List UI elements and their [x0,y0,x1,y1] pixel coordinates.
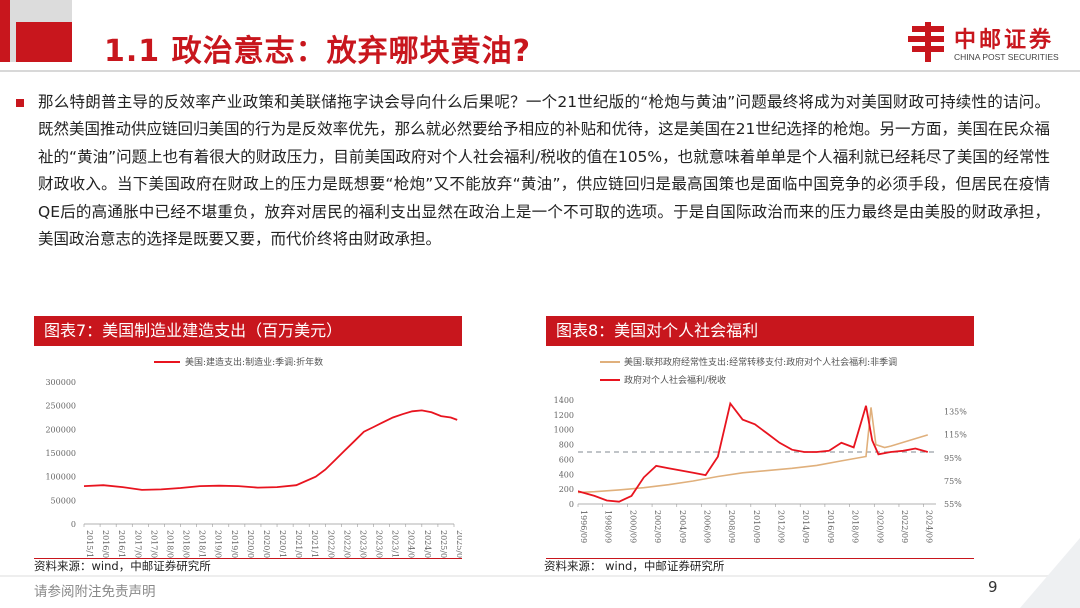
page-title: 1.1 政治意志：放弃哪块黄油? [104,34,531,69]
brand-name: 中邮证券 [954,28,1055,53]
chart-8-xtick-label: 2010/09 [752,510,761,543]
chart-8-legend-label-1: 美国:联邦政府经常性支出:经常转移支付:政府对个人社会福利:非季调 [624,356,897,368]
corner-decoration [1020,538,1080,608]
chart-7-xtick-label: 2019/09 [230,530,239,558]
chart-7-title: 图表7：美国制造业建造支出（百万美元） [34,316,462,346]
chart-panel-7: 图表7：美国制造业建造支出（百万美元） 美国:建造支出:制造业:季调:折年数 0 5… [34,316,462,559]
bullet-square-icon [16,99,24,107]
chart-7-ytick-label: 0 [71,520,76,529]
chart-8-xtick-label: 2024/09 [925,510,934,543]
chart-8-left-ytick-label: 1200 [554,411,574,420]
chart-8-xtick-label: 2016/09 [826,510,835,543]
chart-8-xtick-label: 2008/09 [727,510,736,543]
chart-panel-8: 图表8：美国对个人社会福利 美国:联邦政府经常性支出:经常转移支付:政府对个人社… [546,316,974,559]
chart-8-left-ytick-label: 800 [559,441,574,450]
chart-7-xtick-label: 2022/03 [326,530,335,558]
chart-7-series-line [83,409,458,491]
chart-7-ytick-label: 200000 [45,425,76,434]
chart-8-left-ytick-label: 200 [559,485,574,494]
page-number: 9 [988,578,998,596]
chart-8-xtick-label: 2012/09 [777,510,786,543]
chart-8-xtick-label: 1998/09 [604,510,613,543]
chart-7-ytick-label: 300000 [45,378,76,387]
chart-7-xtick-label: 2022/08 [342,530,351,558]
chart-7-source: 资料来源：wind，中邮证券研究所 [34,559,211,573]
chart-7-xtick-label: 2020/07 [262,530,271,558]
chart-7-xtick-label: 2025/07 [455,530,462,558]
chart-8-xtick-label: 2020/09 [875,510,884,543]
chart-8-right-ytick-label: 135% [944,408,967,417]
chart-7-xtick-label: 2017/03 [133,530,142,558]
chart-7-xtick-label: 2021/05 [294,530,303,558]
chart-7-xtick-label: 2019/04 [214,530,223,558]
chart-8-series-2-line [578,401,929,503]
chart-7-xtick-label: 2025/02 [439,530,448,558]
chart-7-xtick-label: 2018/06 [182,530,191,558]
chart-7-xtick-label: 2016/05 [101,530,110,558]
chart-7-xtick-label: 2021/10 [310,530,319,558]
chart-8-right-ytick-label: 95% [944,454,962,463]
chart-8-left-ytick-label: 400 [559,470,574,479]
header-accent-square [16,22,72,62]
disclaimer-text: 请参阅附注免责声明 [34,584,156,600]
chart-7-body [34,346,462,559]
chart-8-xtick-label: 2002/09 [653,510,662,543]
chart-7-ytick-label: 250000 [45,402,76,411]
chart-7-xtick-label: 2017/08 [149,530,158,558]
chart-7-ytick-label: 100000 [45,473,76,482]
brand-subtitle: CHINA POST SECURITIES [954,52,1059,62]
chart-7-legend-label: 美国:建造支出:制造业:季调:折年数 [185,356,323,368]
chart-7-xtick-label: 2018/11 [198,530,207,558]
chart-7-ytick-label: 150000 [45,449,76,458]
chart-8-xtick-label: 2022/09 [900,510,909,543]
chart-8-xtick-label: 2018/09 [851,510,860,543]
chart-8-xtick-label: 2000/09 [628,510,637,543]
chart-8-xtick-label: 2006/09 [702,510,711,543]
chart-8-right-ytick-label: 55% [944,500,962,509]
chart-8-xtick-label: 1996/09 [579,510,588,543]
chart-7-xtick-label: 2024/09 [423,530,432,558]
chart-7-xtick-label: 2015/12 [85,530,94,558]
chart-8-left-ytick-label: 600 [559,455,574,464]
chart-7-xtick-label: 2023/01 [358,530,367,558]
chart-7-xtick-label: 2024/04 [407,530,416,558]
chart-7-plot: 美国:建造支出:制造业:季调:折年数 0 50000 100000 150000 2000… [45,356,462,558]
brand-logo: 中邮证券 CHINA POST SECURITIES [906,20,1076,70]
chart-8-right-ytick-label: 75% [944,477,962,486]
header-accent-bar [0,0,10,62]
footer-divider [0,575,1080,577]
header-divider [0,70,1080,72]
chart-8-title: 图表8：美国对个人社会福利 [546,316,974,346]
chart-8-xtick-label: 2004/09 [678,510,687,543]
chart-7-xtick-label: 2016/10 [117,530,126,558]
china-post-emblem-icon [908,22,944,62]
chart-7-xtick-label: 2020/02 [246,530,255,558]
body-paragraph: 那么特朗普主导的反效率产业政策和美联储拖字诀会导向什么后果呢？一个21世纪版的“… [38,93,1050,249]
chart-8-legend-label-2: 政府对个人社会福利/税收 [624,374,726,386]
chart-8-plot: 美国:联邦政府经常性支出:经常转移支付:政府对个人社会福利:非季调政府对个人社会… [554,356,968,543]
chart-7-xtick-label: 2018/01 [165,530,174,558]
chart-8-left-ytick-label: 0 [569,500,574,509]
chart-8-source: 资料来源： wind，中邮证券研究所 [544,559,725,573]
chart-8-left-ytick-label: 1000 [554,426,574,435]
chart-7-ytick-label: 50000 [51,496,76,505]
chart-8-xtick-label: 2014/09 [801,510,810,543]
chart-8-right-ytick-label: 115% [944,431,967,440]
chart-8-left-ytick-label: 1400 [554,396,574,405]
chart-7-xtick-label: 2023/06 [375,530,384,558]
chart-8-series-1-line [578,407,929,494]
chart-7-xtick-label: 2020/12 [278,530,287,558]
chart-7-xtick-label: 2023/11 [391,530,400,558]
